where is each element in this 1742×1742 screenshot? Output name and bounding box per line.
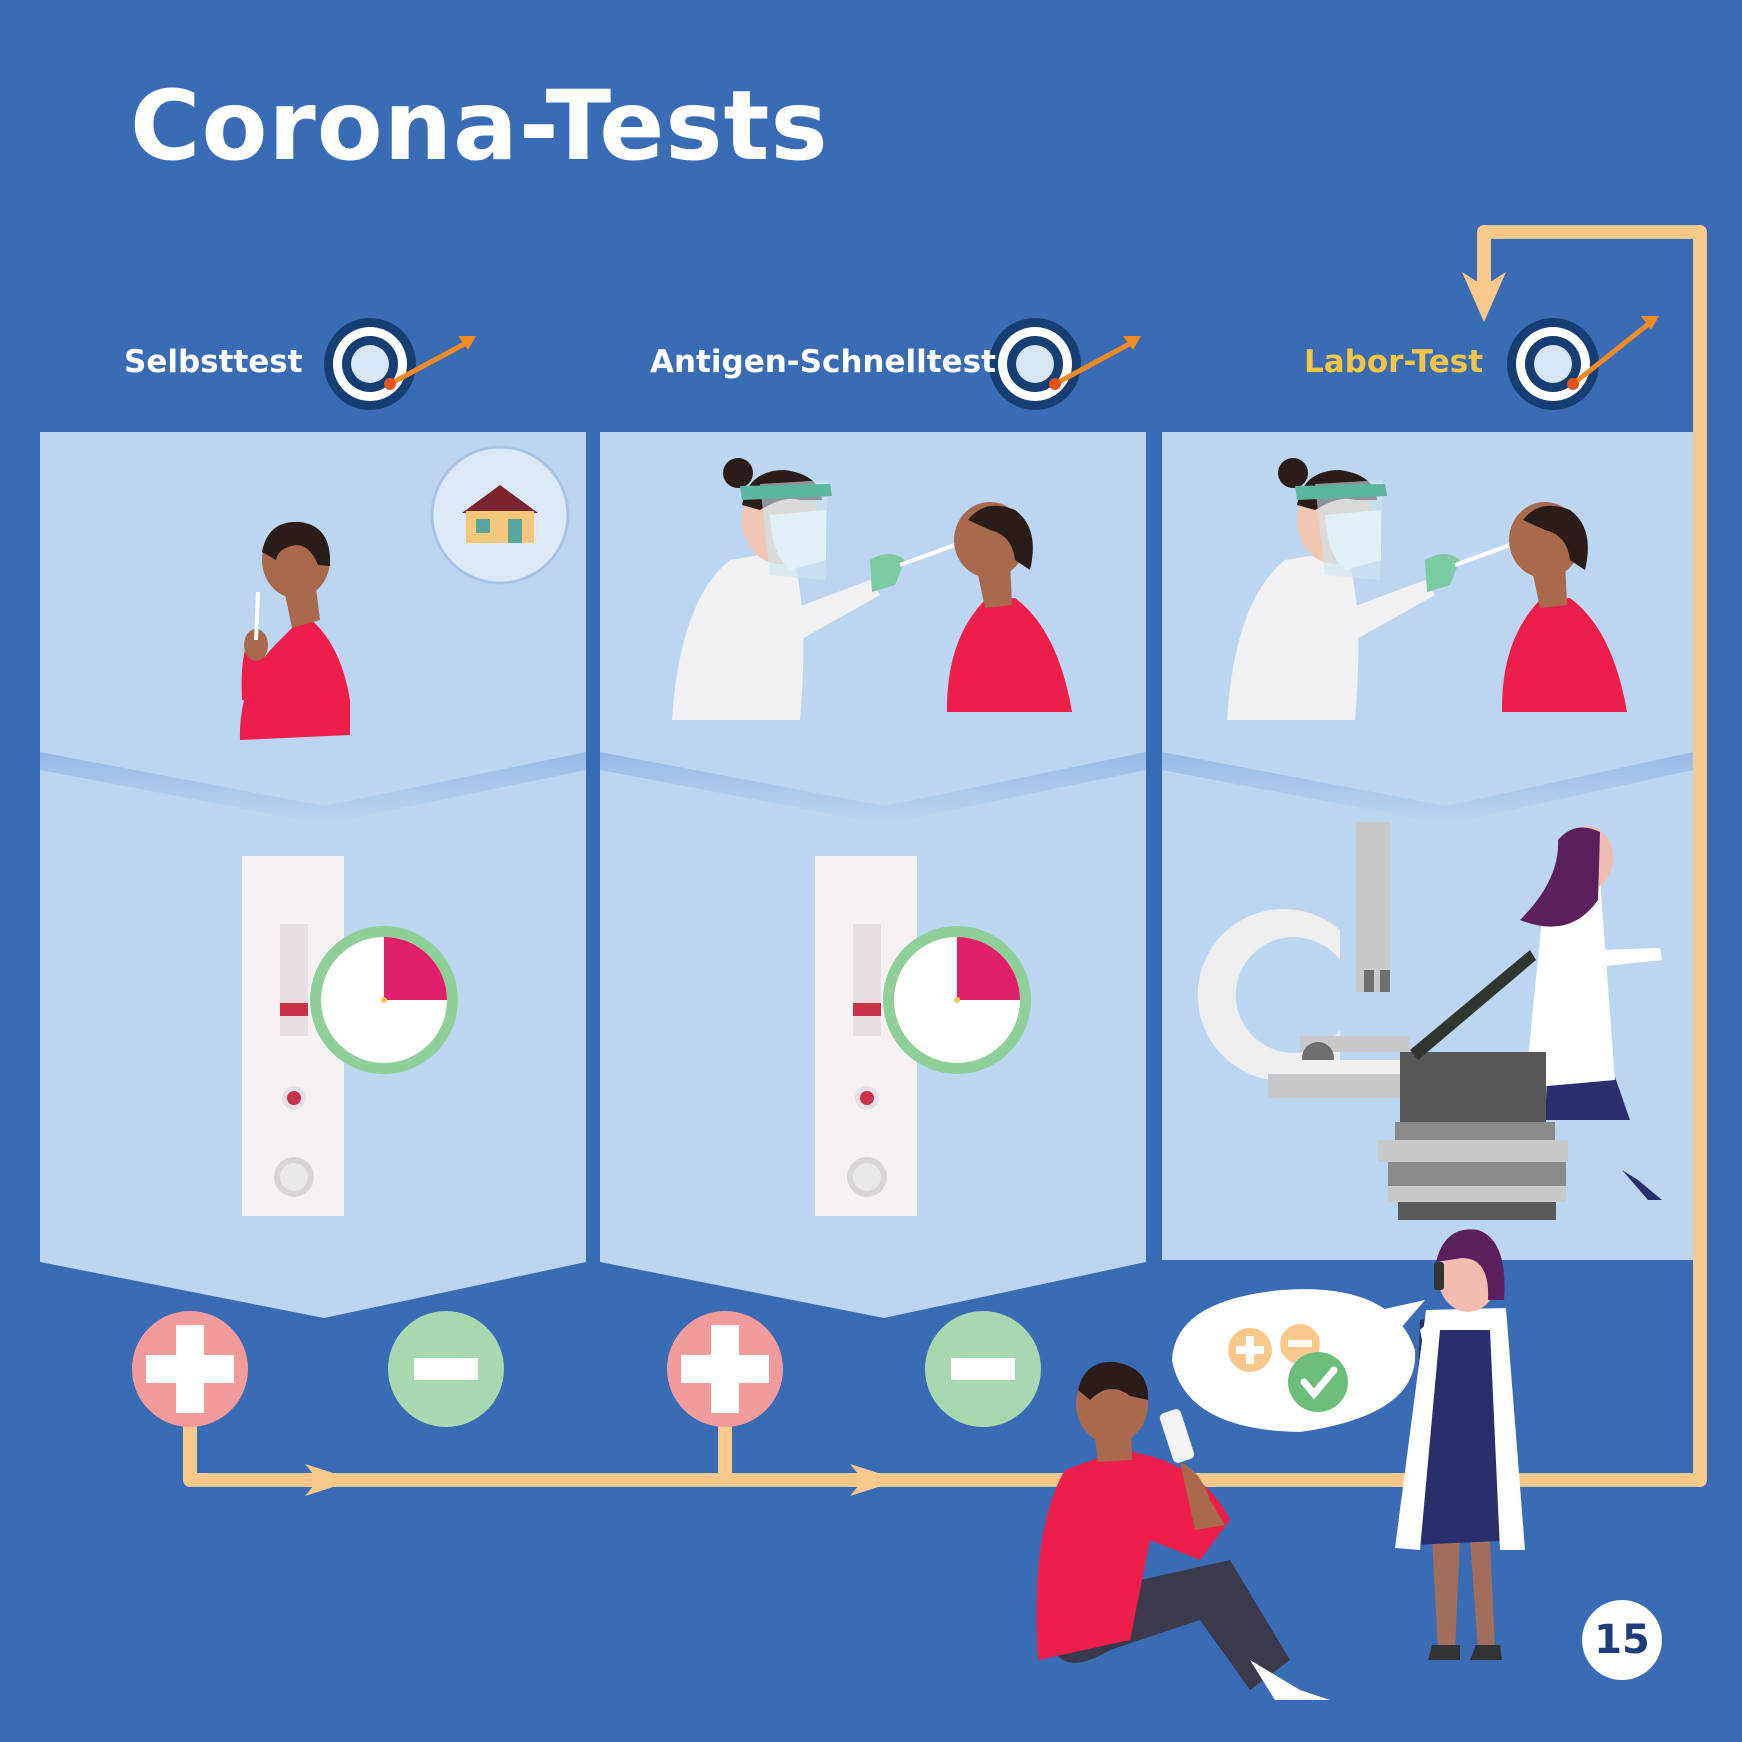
doctor bbox=[1395, 1229, 1525, 1660]
man-on-phone bbox=[1036, 1361, 1330, 1700]
timer-icon bbox=[883, 926, 1031, 1074]
target-icon bbox=[989, 318, 1141, 410]
target-icon bbox=[1507, 316, 1659, 410]
negative-result-icon bbox=[925, 1311, 1041, 1427]
target-icon bbox=[324, 318, 476, 410]
flow-line bbox=[183, 225, 1707, 1487]
page-title: Corona-Tests bbox=[130, 70, 829, 182]
positive-result-icon bbox=[667, 1311, 783, 1427]
label-selbsttest: Selbsttest bbox=[124, 344, 303, 380]
healthcare-worker-swab-lab bbox=[1227, 458, 1511, 720]
speech-bubble-icon bbox=[1172, 1289, 1425, 1432]
negative-result-icon bbox=[388, 1311, 504, 1427]
patient bbox=[946, 502, 1072, 712]
positive-result-icon bbox=[132, 1311, 248, 1427]
person-self-swab bbox=[239, 521, 350, 740]
label-antigen-schnelltest: Antigen-Schnelltest bbox=[650, 344, 996, 380]
flow-arrows bbox=[305, 272, 1506, 1496]
patient-lab bbox=[1501, 502, 1627, 712]
page-number: 15 bbox=[1582, 1600, 1662, 1680]
label-labor-test: Labor-Test bbox=[1304, 344, 1484, 380]
pcr-machine-icon bbox=[1378, 950, 1568, 1220]
house-icon bbox=[430, 445, 570, 585]
healthcare-worker-swab bbox=[672, 458, 956, 720]
timer-icon bbox=[310, 926, 458, 1074]
lab-scientist bbox=[1520, 826, 1662, 1200]
microscope-icon bbox=[1197, 822, 1438, 1098]
